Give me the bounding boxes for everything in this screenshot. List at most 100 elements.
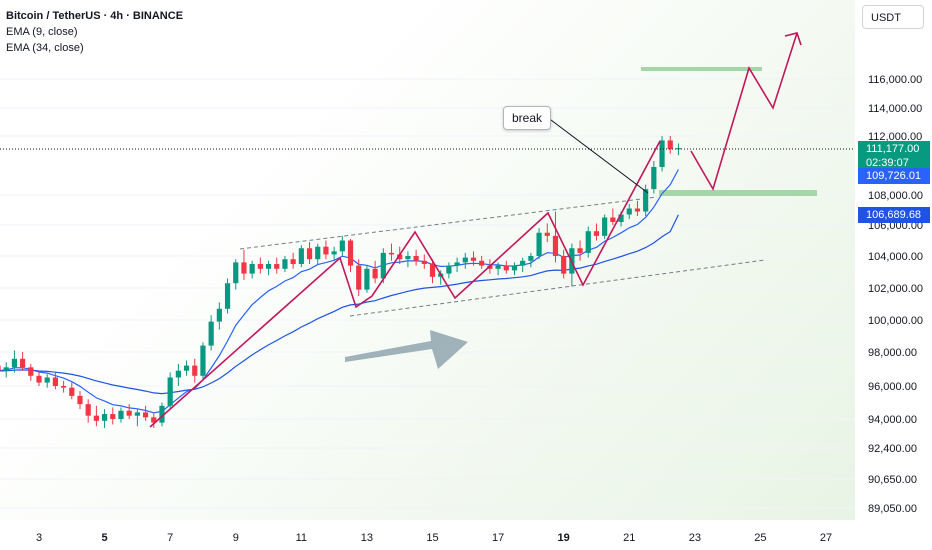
- candle-body: [290, 259, 296, 264]
- candle-body: [0, 365, 1, 371]
- candle-body: [552, 235, 559, 256]
- candle-body: [339, 240, 345, 252]
- last-price-tag: 111,177.00 02:39:07: [858, 141, 930, 171]
- ema-fast-tag: 109,726.01: [858, 168, 930, 184]
- bar-countdown: 02:39:07: [866, 157, 909, 169]
- candle-body: [610, 217, 616, 222]
- candle-body: [224, 283, 231, 309]
- forecast-arrowhead: [784, 32, 802, 46]
- candle-body: [11, 358, 18, 368]
- candle-body: [159, 405, 165, 423]
- time-tick-label: 17: [492, 532, 504, 544]
- candle-body: [233, 262, 239, 284]
- target-zone: [641, 67, 762, 71]
- candle-body: [142, 412, 149, 418]
- candle-body: [421, 260, 427, 264]
- break-annotation[interactable]: break: [503, 106, 551, 130]
- drawings: [149, 32, 802, 428]
- candle-body: [208, 321, 214, 346]
- price-tick-label: 100,000.00: [868, 315, 923, 327]
- symbol-title[interactable]: Bitcoin / TetherUS · 4h · BINANCE: [6, 10, 184, 22]
- candle-body: [487, 265, 493, 269]
- channel-upper-line: [239, 196, 658, 250]
- price-tick-label: 108,000.00: [868, 190, 923, 202]
- candle-body: [331, 251, 337, 255]
- candle-body: [528, 256, 534, 261]
- time-tick-label: 21: [623, 532, 635, 544]
- candle-body: [216, 308, 222, 322]
- time-tick-label: 27: [820, 532, 832, 544]
- currency-unit-button[interactable]: USDT: [862, 5, 924, 29]
- candle-body: [380, 252, 386, 279]
- time-axis[interactable]: 3 5 7 9 11 13 15 17 19 21 23 25 27: [36, 532, 832, 544]
- candle-body: [626, 208, 632, 215]
- candle-body: [479, 260, 485, 266]
- candle-body: [602, 217, 608, 236]
- candle-body: [446, 265, 452, 274]
- price-tick-label: 89,050.00: [868, 503, 917, 515]
- time-tick-label: 3: [36, 532, 42, 544]
- candle-body: [167, 377, 173, 406]
- candle-body: [651, 166, 657, 190]
- candle-body: [110, 414, 116, 419]
- price-tick-label: 116,000.00: [868, 74, 922, 86]
- candle-body: [470, 257, 477, 261]
- candle-body: [306, 248, 313, 260]
- channel-lines: [239, 196, 766, 317]
- candle-body: [544, 232, 550, 236]
- candle-body: [36, 375, 42, 383]
- candle-body: [511, 265, 518, 271]
- candle-body: [454, 262, 460, 266]
- candle-body: [175, 370, 181, 378]
- candle-body: [347, 240, 354, 266]
- ema-fast-line: [0, 169, 679, 414]
- ema-slow-legend[interactable]: EMA (34, close): [6, 42, 84, 54]
- price-tick-label: 112,000.00: [868, 131, 922, 143]
- candle-body: [561, 256, 567, 274]
- candle-body: [192, 365, 198, 376]
- candle-body: [429, 264, 436, 277]
- forecast-path: [690, 32, 798, 192]
- candle-body: [183, 365, 190, 371]
- candle-body: [282, 259, 288, 269]
- candle-body: [60, 386, 67, 388]
- candle-body: [126, 410, 132, 416]
- candle-body: [265, 264, 272, 269]
- candle-body: [503, 265, 509, 271]
- time-tick-label: 7: [167, 532, 173, 544]
- ema-slow-line: [0, 214, 679, 395]
- candle-body: [520, 260, 526, 266]
- time-tick-label: 11: [296, 532, 307, 544]
- price-tick-label: 102,000.00: [868, 283, 923, 295]
- candle-body: [495, 265, 501, 269]
- candle-body: [52, 377, 58, 386]
- candle-body: [536, 232, 542, 256]
- ema-fast-legend[interactable]: EMA (9, close): [6, 26, 78, 38]
- price-tick-label: 96,000.00: [868, 381, 917, 393]
- candle-body: [200, 345, 206, 376]
- candle-body: [298, 248, 304, 264]
- candle-body: [93, 415, 99, 421]
- plot-area[interactable]: [0, 0, 855, 520]
- candle-body: [249, 264, 255, 274]
- break-pointer: [546, 116, 649, 194]
- candle-body: [315, 246, 321, 260]
- candle-body: [28, 367, 34, 376]
- grid: [0, 78, 855, 509]
- candle-body: [667, 140, 673, 150]
- price-tick-label: 98,000.00: [868, 347, 917, 359]
- candle-body: [413, 256, 419, 261]
- candle-body: [364, 268, 370, 290]
- price-axis[interactable]: 116,000.00 114,000.00 112,000.00 108,000.00…: [868, 74, 923, 515]
- candle-body: [405, 256, 411, 260]
- wave-path: [149, 140, 661, 428]
- candle-body: [257, 264, 263, 269]
- candle-body: [134, 412, 140, 416]
- candle-body: [85, 404, 91, 416]
- support-zone: [659, 190, 817, 196]
- candle-body: [323, 246, 329, 255]
- time-tick-label: 23: [689, 532, 701, 544]
- time-tick-label: 19: [558, 532, 570, 544]
- candle-body: [69, 387, 75, 396]
